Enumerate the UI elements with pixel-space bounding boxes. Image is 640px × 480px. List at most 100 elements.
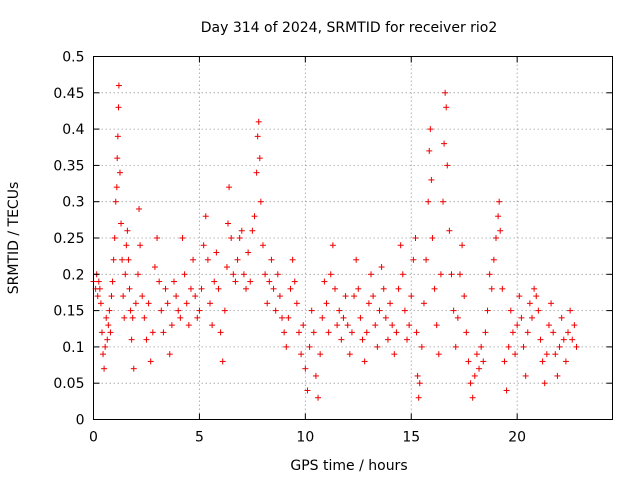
data-point [450,307,457,314]
data-point [281,329,288,336]
data-point [571,322,578,329]
y-tick-label: 0.35 [53,158,84,174]
data-point [134,271,141,278]
data-point [389,322,396,329]
y-axis-label: SRMTID / TECUs [6,182,22,295]
data-point [170,278,177,285]
data-point [395,285,402,292]
y-tick-label: 0 [76,413,85,429]
data-point [415,394,422,401]
data-point [104,336,111,343]
data-point [351,293,358,300]
data-point [127,307,134,314]
data-point [259,242,266,249]
data-point [253,169,260,176]
data-point [110,256,117,263]
data-point [526,300,533,307]
data-point [336,307,343,314]
data-point [198,285,205,292]
x-tick-label: 5 [195,430,204,446]
data-point [143,336,150,343]
data-point [359,336,366,343]
data-point [416,380,423,387]
data-point [154,235,161,241]
data-point [204,256,211,263]
data-point [327,271,334,278]
data-point [291,278,298,285]
data-point [348,329,355,336]
data-point [492,235,499,241]
data-point [310,329,317,336]
data-point [268,256,275,263]
data-point [115,82,122,89]
y-tick-label: 0.5 [62,50,84,66]
data-point [173,293,180,300]
data-point [304,387,311,394]
data-point [444,162,451,169]
y-tick-label: 0.4 [62,122,84,138]
data-point [550,329,557,336]
y-tick-label: 0.1 [62,340,84,356]
x-tick-label: 10 [296,430,314,446]
data-point [101,365,108,372]
data-point [404,336,411,343]
data-point [225,220,232,227]
data-point [423,256,430,263]
data-point [98,329,105,336]
data-point [111,235,118,241]
data-point [106,307,113,314]
data-point [168,322,175,329]
data-point [495,213,502,220]
data-point [279,314,286,321]
data-point [177,314,184,321]
data-point [406,322,413,329]
data-point [428,176,435,183]
data-point [187,285,194,292]
data-point [382,314,389,321]
data-point [535,307,542,314]
y-tick-label: 0.3 [62,195,84,211]
data-point [499,285,506,292]
data-point [124,227,131,234]
data-point [518,314,525,321]
axis-ticks: 0 0.05 0.1 0.15 0.2 0.25 0.3 0.35 0.4 0.45 0.5 0 5 10… [53,50,613,446]
data-point [443,104,450,111]
data-point [476,365,483,372]
data-point [118,220,125,227]
y-tick-label: 0.15 [53,304,84,320]
data-point [97,300,104,307]
data-point [480,358,487,365]
data-point [467,380,474,387]
data-point [414,372,421,379]
data-point [548,300,555,307]
data-point [125,256,132,263]
data-point [413,329,420,336]
data-point [408,293,415,300]
data-point [567,307,574,314]
data-point [200,242,207,249]
data-point [295,329,302,336]
data-point [560,336,567,343]
data-point [276,293,283,300]
data-point [317,351,324,358]
data-point [254,133,261,140]
data-point [418,343,425,350]
y-tick-label: 0.45 [53,86,84,102]
data-point [531,285,538,292]
data-point [240,271,247,278]
data-point [433,322,440,329]
data-point [109,278,116,285]
data-point [179,235,186,241]
data-point [512,351,519,358]
data-point [293,300,300,307]
data-point [114,155,121,162]
data-point [181,271,188,278]
data-point [95,278,102,285]
data-point [454,314,461,321]
data-point [207,300,214,307]
data-point [524,329,531,336]
data-point [539,358,546,365]
data-point [158,307,165,314]
data-point [217,329,224,336]
data-point [107,329,114,336]
